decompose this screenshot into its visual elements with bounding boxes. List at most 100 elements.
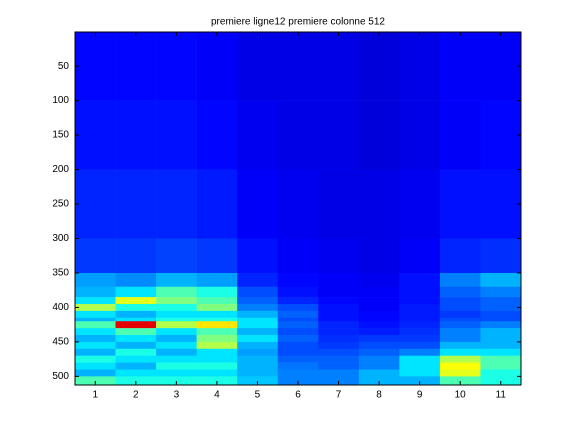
heatmap-cell [196,362,238,370]
heatmap-cell [439,100,481,170]
heatmap-cell [156,286,197,298]
heatmap-cell [115,238,157,274]
heatmap-cell [156,297,197,305]
heatmap-cell [480,317,522,322]
heatmap-cell [196,310,238,319]
heatmap-cell [196,321,238,329]
heatmap-cell [480,297,522,305]
heatmap-cell [277,321,319,329]
heatmap-cell [277,328,319,336]
heatmap-cell [439,362,481,370]
heatmap-cell [358,272,400,288]
heatmap-cell [75,348,116,356]
heatmap-cell [237,376,279,386]
heatmap-cell [156,369,197,377]
heatmap-cell [156,32,197,101]
x-tick-label: 3 [174,390,180,401]
heatmap-cell [318,376,360,386]
heatmap-cell [156,376,197,386]
heatmap-cell [399,169,441,239]
heatmap-cell [439,169,481,239]
heatmap-cell [115,303,157,312]
chart-title: premiere ligne12 premiere colonne 512 [211,17,385,28]
heatmap-cell [196,328,238,336]
x-tick-label: 10 [455,390,467,401]
heatmap-cell [196,32,238,101]
heatmap-cell [115,328,157,336]
heatmap-cell [480,310,522,319]
heatmap-cell [277,297,319,305]
heatmap-cell [439,303,481,312]
heatmap-cell [399,335,441,343]
heatmap-cell [156,272,197,288]
heatmap-cell [480,341,522,350]
heatmap-cell [318,321,360,329]
heatmap-cell [358,169,400,239]
heatmap-cell [277,317,319,322]
heatmap-cell [358,286,400,298]
heatmap-cell [75,335,116,343]
heatmap-cell [277,310,319,319]
heatmap-cell [237,341,279,350]
heatmap-cell [115,369,157,377]
y-tick-label: 200 [52,164,69,175]
heatmap-cell [237,362,279,370]
heatmap-cell [439,369,481,377]
heatmap-cell [156,169,197,239]
heatmap-cell [480,303,522,312]
heatmap-cell [318,348,360,356]
heatmap-cell [156,303,197,312]
heatmap-cell [318,362,360,370]
heatmap-cell [480,321,522,329]
heatmap-cell [115,100,157,170]
heatmap-cell [480,328,522,336]
heatmap-cell [237,297,279,305]
heatmap-cell [318,272,360,288]
heatmap-cell [75,297,116,305]
heatmap-cell [358,317,400,322]
heatmap-cell [399,286,441,298]
heatmap-cell [358,341,400,350]
heatmap-cell [277,238,319,274]
y-tick-label: 50 [58,61,70,72]
heatmap-cell [75,32,116,101]
heatmap-cell [237,348,279,356]
heatmap-cell [318,100,360,170]
heatmap-cell [439,32,481,101]
y-tick-label: 500 [52,371,69,382]
heatmap-cell [358,328,400,336]
heatmap-cell [115,376,157,386]
heatmap-cell [399,297,441,305]
heatmap-cell [480,355,522,363]
heatmap-cell [156,100,197,170]
heatmap-cell [277,100,319,170]
heatmap-cell [196,376,238,386]
heatmap-cell [237,286,279,298]
heatmap-cell [115,272,157,288]
heatmap-cell [237,303,279,312]
heatmap-cell [115,32,157,101]
heatmap-cell [318,355,360,363]
heatmap-cell [439,328,481,336]
heatmap-cell [480,286,522,298]
heatmap-cell [318,238,360,274]
heatmap-cell [439,272,481,288]
heatmap-cell [318,169,360,239]
heatmap-cell [237,317,279,322]
heatmap-cell [237,100,279,170]
heatmap-cell [156,341,197,350]
heatmap-cell [75,238,116,274]
heatmap-cell [156,321,197,329]
heatmap-cell [318,297,360,305]
heatmap-cell [115,321,157,329]
heatmap-cell [237,238,279,274]
heatmap-cell [480,32,522,101]
y-tick-label: 100 [52,95,69,106]
heatmap-cell [318,341,360,350]
heatmap-cell [358,376,400,386]
heatmap-cell [115,348,157,356]
heatmap-cell [480,238,522,274]
heatmap-cell [115,362,157,370]
heatmap-cell [358,335,400,343]
heatmap-cell [277,272,319,288]
